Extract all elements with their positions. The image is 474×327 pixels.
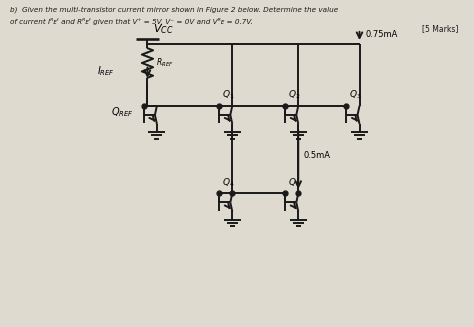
Text: $V_{CC}$: $V_{CC}$ xyxy=(153,22,173,36)
Text: $Q_1$: $Q_1$ xyxy=(222,89,235,101)
Text: $Q_2$: $Q_2$ xyxy=(288,89,301,101)
Text: 0.75mA: 0.75mA xyxy=(365,30,398,39)
Text: $Q_{REF}$: $Q_{REF}$ xyxy=(111,105,133,119)
Text: $I_{REF}$: $I_{REF}$ xyxy=(97,64,115,78)
Text: 0.5mA: 0.5mA xyxy=(304,151,331,160)
Text: $Q_3$: $Q_3$ xyxy=(349,89,362,101)
Text: b)  Given the multi-transistor current mirror shown in Figure 2 below. Determine: b) Given the multi-transistor current mi… xyxy=(10,6,338,13)
Text: $R_{REF}$: $R_{REF}$ xyxy=(156,57,173,69)
Text: [5 Marks]: [5 Marks] xyxy=(422,24,458,33)
Text: of current Iᴿᴇᶠ and Rᴿᴇᶠ given that V⁺ = 5V, V⁻ = 0V and Vᴿᴇ = 0.7V.: of current Iᴿᴇᶠ and Rᴿᴇᶠ given that V⁺ =… xyxy=(10,18,253,25)
Text: $Q_4$: $Q_4$ xyxy=(222,176,235,189)
Text: $Q_5$: $Q_5$ xyxy=(288,176,301,189)
